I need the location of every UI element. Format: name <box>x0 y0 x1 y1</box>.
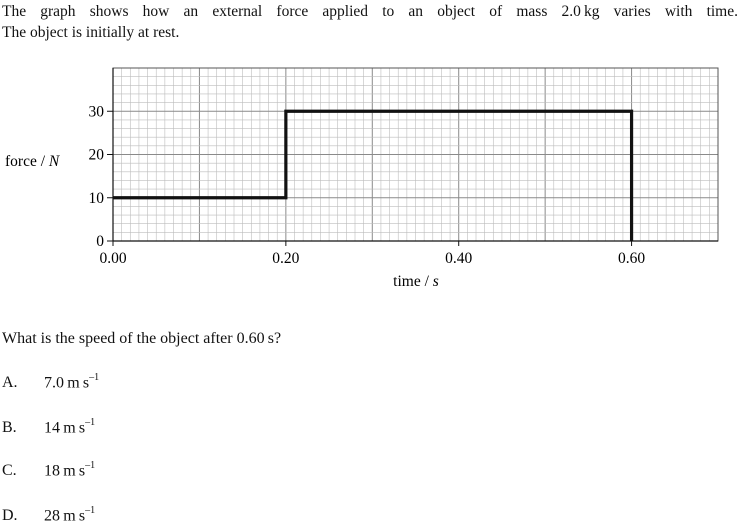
question-intro: The graph shows how an external force ap… <box>2 1 738 43</box>
x-tick-label: 0.20 <box>272 250 299 267</box>
option-letter: B. <box>2 419 17 437</box>
force-line <box>113 109 634 241</box>
option-value: 14 m s <box>44 419 86 437</box>
option-unit-exponent: –1 <box>85 460 96 471</box>
question-text: What is the speed of the object after 0.… <box>2 330 282 347</box>
answer-option[interactable]: B. 14 m s–1 <box>2 417 96 437</box>
y-tick-label: 0 <box>96 233 104 250</box>
grid <box>112 67 719 242</box>
tick-labels: 0.00 0.20 0.40 0.60 0 10 20 30 <box>89 103 646 267</box>
x-tick-label: 0.60 <box>618 250 645 267</box>
option-value: 18 m s <box>44 462 86 480</box>
data-series <box>113 109 634 241</box>
option-letter: C. <box>2 462 17 480</box>
option-letter: A. <box>2 374 18 392</box>
y-tick-label: 10 <box>89 190 105 207</box>
intro-line-2: The object is initially at rest. <box>2 24 180 41</box>
option-unit-exponent: –1 <box>89 372 100 383</box>
intro-line-1: The graph shows how an external force ap… <box>2 3 738 20</box>
option-value: 7.0 m s <box>44 374 90 392</box>
y-tick-label: 20 <box>89 147 105 164</box>
option-letter: D. <box>2 507 18 525</box>
x-tick-label: 0.00 <box>99 250 126 267</box>
answer-option[interactable]: C. 18 m s–1 <box>2 460 96 480</box>
x-axis-label: time / s <box>393 273 439 290</box>
force-time-graph: 0.00 0.20 0.40 0.60 0 10 20 30 force / N time /… <box>5 67 719 290</box>
y-tick-label: 30 <box>89 103 105 120</box>
answer-option[interactable]: D. 28 m s–1 <box>2 505 96 525</box>
answer-option[interactable]: A. 7.0 m s–1 <box>2 372 100 392</box>
x-tick-label: 0.40 <box>445 250 472 267</box>
option-unit-exponent: –1 <box>85 505 96 516</box>
option-value: 28 m s <box>44 507 86 525</box>
y-axis-label: force / N <box>5 153 61 170</box>
option-unit-exponent: –1 <box>85 417 96 428</box>
